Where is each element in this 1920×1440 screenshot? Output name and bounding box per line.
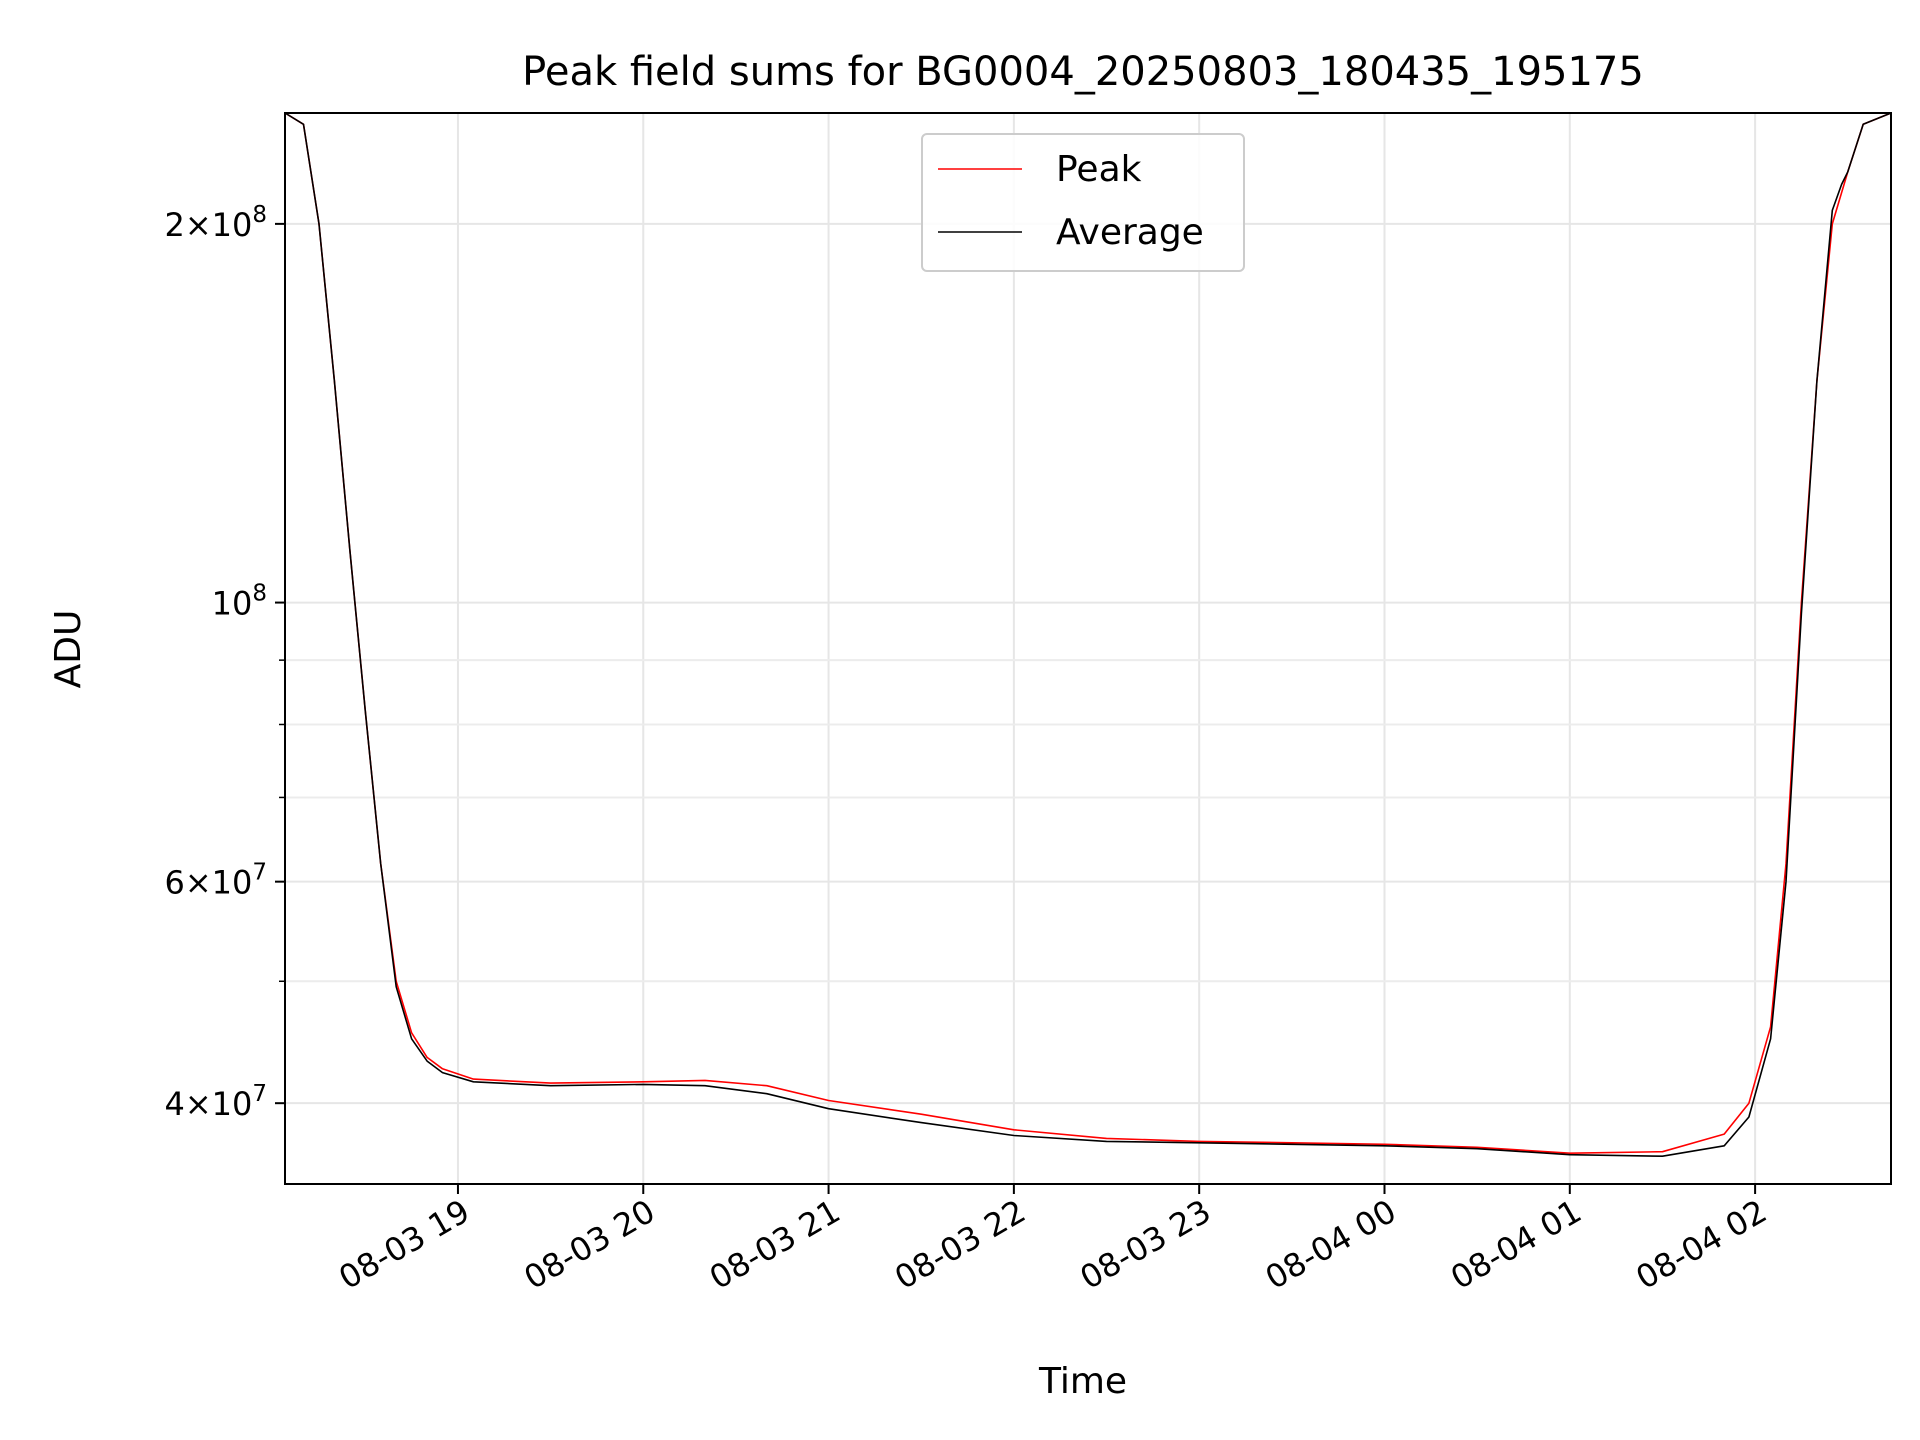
plot-frame (284, 112, 1892, 1185)
legend-label-peak: Peak (1056, 149, 1142, 190)
x-axis-label: Time (1038, 1361, 1127, 1402)
y-tick-label: 4×107 (164, 1081, 267, 1123)
grid (285, 113, 1891, 1184)
y-axis-label: ADU (48, 610, 89, 689)
series-layer (285, 113, 1891, 1157)
y-tick-label: 6×107 (164, 860, 267, 902)
y-tick-label: 108 (212, 581, 267, 623)
y-axis: 4×107 6×107 108 2×108 (164, 202, 285, 1123)
y-tick-label: 2×108 (164, 202, 267, 244)
legend-label-average: Average (1056, 212, 1204, 253)
legend: Peak Average (921, 133, 1245, 272)
chart-title: Peak field sums for BG0004_20250803_1804… (522, 49, 1644, 95)
series-line-average (285, 113, 1891, 1157)
